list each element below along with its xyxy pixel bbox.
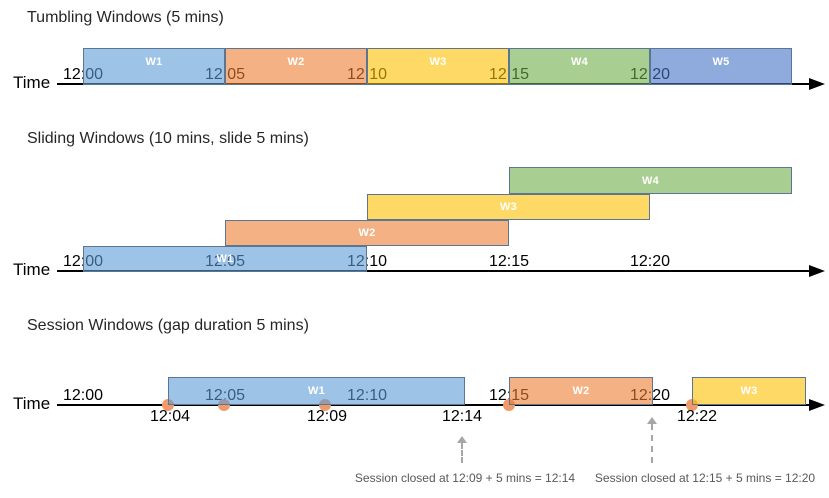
- sliding-tick-1220: 12:20: [629, 253, 671, 270]
- tumbling-axis-arrowhead-icon: [809, 78, 825, 90]
- session-time-axis-label: Time: [13, 394, 51, 413]
- tumbling-window-w3-label: W3: [429, 56, 447, 68]
- session-window-w3: W3: [692, 377, 806, 405]
- sliding-axis-arrowhead-icon: [809, 265, 825, 277]
- session-close-arrow-2: [651, 424, 653, 463]
- event-label-1209: 12:09: [306, 408, 348, 425]
- tumbling-window-w4: W4: [509, 48, 650, 85]
- session-axis-arrowhead-icon: [809, 399, 825, 411]
- session-window-w3-label: W3: [740, 385, 758, 397]
- tumbling-time-axis-label: Time: [13, 73, 51, 92]
- tumbling-window-w2-label: W2: [287, 56, 305, 68]
- session-close-arrowhead-1-icon: [457, 436, 467, 443]
- sliding-tick-1215: 12:15: [488, 253, 530, 270]
- sliding-section-title: Sliding Windows (10 mins, slide 5 mins): [27, 130, 309, 147]
- session-close-annotation-2: Session closed at 12:15 + 5 mins = 12:20: [594, 471, 816, 485]
- tumbling-window-w4-label: W4: [570, 56, 589, 68]
- session-close-annotation-1: Session closed at 12:09 + 5 mins = 12:14: [354, 471, 576, 485]
- session-close-arrowhead-2-icon: [647, 417, 657, 424]
- tumbling-window-w5: W5: [650, 48, 792, 85]
- sliding-time-axis: [57, 270, 810, 272]
- sliding-window-w3: W3: [367, 194, 650, 220]
- tumbling-window-w1: W1: [83, 48, 225, 85]
- sliding-window-w2-label: W2: [358, 227, 376, 239]
- sliding-window-w4: W4: [509, 167, 792, 194]
- session-section-title: Session Windows (gap duration 5 mins): [27, 317, 309, 334]
- sliding-window-w4-label: W4: [641, 174, 660, 187]
- tumbling-window-w3: W3: [367, 48, 509, 85]
- tumbling-section-title: Tumbling Windows (5 mins): [27, 9, 224, 26]
- session-window-w2-label: W2: [572, 385, 590, 397]
- sliding-window-w1: W1: [83, 246, 367, 272]
- session-window-w2: W2: [509, 377, 653, 405]
- sliding-window-w2: W2: [225, 220, 509, 246]
- session-close-arrow-1: [461, 443, 463, 463]
- session-window-w1: W1: [168, 377, 465, 405]
- event-label-1214: 12:14: [441, 408, 483, 425]
- tumbling-window-w1-label: W1: [145, 56, 163, 68]
- session-window-w1-label: W1: [307, 385, 326, 397]
- event-label-1222: 12:22: [676, 408, 718, 425]
- session-tick-1200: 12:00: [62, 387, 104, 404]
- sliding-window-w3-label: W3: [499, 201, 518, 213]
- sliding-time-axis-label: Time: [13, 260, 51, 279]
- tumbling-window-w2: W2: [225, 48, 367, 85]
- session-time-axis: [57, 404, 810, 406]
- event-label-1204: 12:04: [149, 408, 191, 425]
- tumbling-window-w5-label: W5: [712, 56, 730, 68]
- sliding-window-w1-label: W1: [216, 253, 234, 265]
